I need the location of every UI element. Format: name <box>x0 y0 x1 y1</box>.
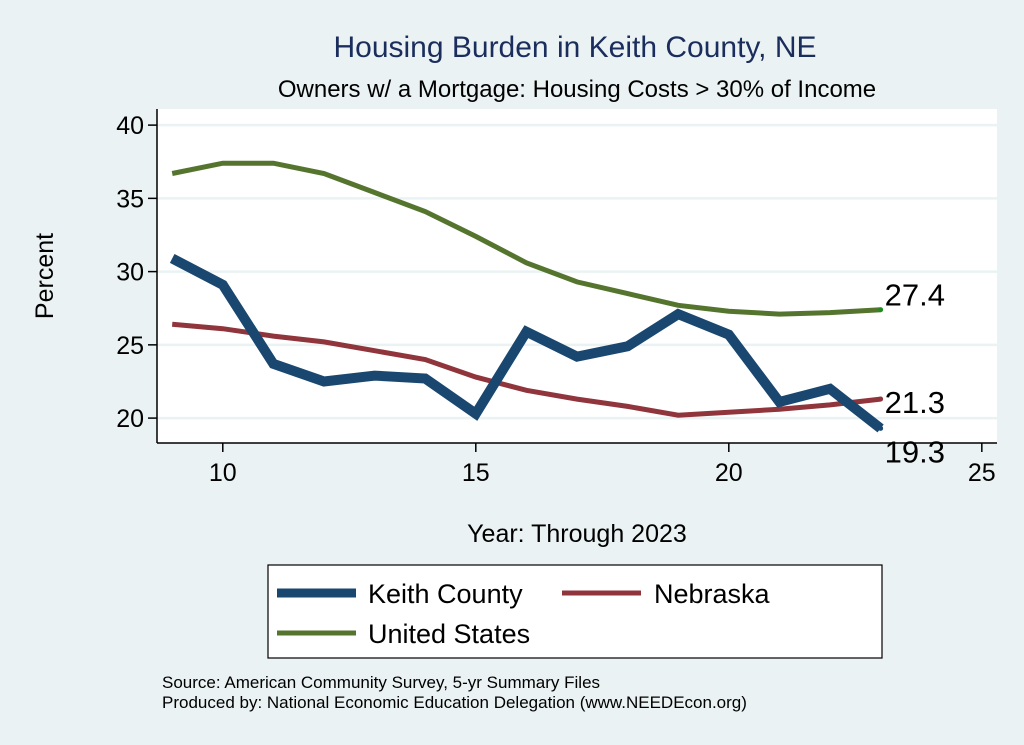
plot-area <box>157 109 997 443</box>
series-line-keith-county <box>169 253 884 433</box>
y-tick-label: 25 <box>116 332 144 360</box>
legend: Keith County Nebraska United States <box>267 564 883 659</box>
x-tick-label: 10 <box>209 459 237 487</box>
y-tick-label: 20 <box>116 405 144 433</box>
y-axis-label: Percent <box>31 233 59 319</box>
end-label-keith-county: 19.3 <box>885 434 945 469</box>
end-point-keith-county <box>878 425 884 431</box>
end-point-nebraska <box>878 396 884 402</box>
series-line-united-states <box>171 160 881 317</box>
x-axis-label: Year: Through 2023 <box>467 520 687 548</box>
legend-label-united-states: United States <box>368 619 530 649</box>
chart-title: Housing Burden in Keith County, NE <box>333 31 816 64</box>
legend-label-keith-county: Keith County <box>368 579 523 609</box>
y-tick-label: 30 <box>116 259 144 287</box>
produced-by-note: Produced by: National Economic Education… <box>162 693 747 712</box>
legend-box <box>267 564 883 659</box>
series-line-nebraska <box>171 321 881 418</box>
y-tick-label: 40 <box>116 112 144 140</box>
x-tick-label: 25 <box>968 459 996 487</box>
chart-subtitle: Owners w/ a Mortgage: Housing Costs > 30… <box>278 76 876 103</box>
x-tick-label: 20 <box>715 459 743 487</box>
y-tick-label: 35 <box>116 185 144 213</box>
x-tick-label: 15 <box>462 459 490 487</box>
end-label-united-states: 27.4 <box>885 278 945 313</box>
legend-label-nebraska: Nebraska <box>654 579 771 609</box>
end-label-nebraska: 21.3 <box>885 385 945 420</box>
end-point-united-states <box>878 307 884 313</box>
source-note: Source: American Community Survey, 5-yr … <box>162 673 600 692</box>
